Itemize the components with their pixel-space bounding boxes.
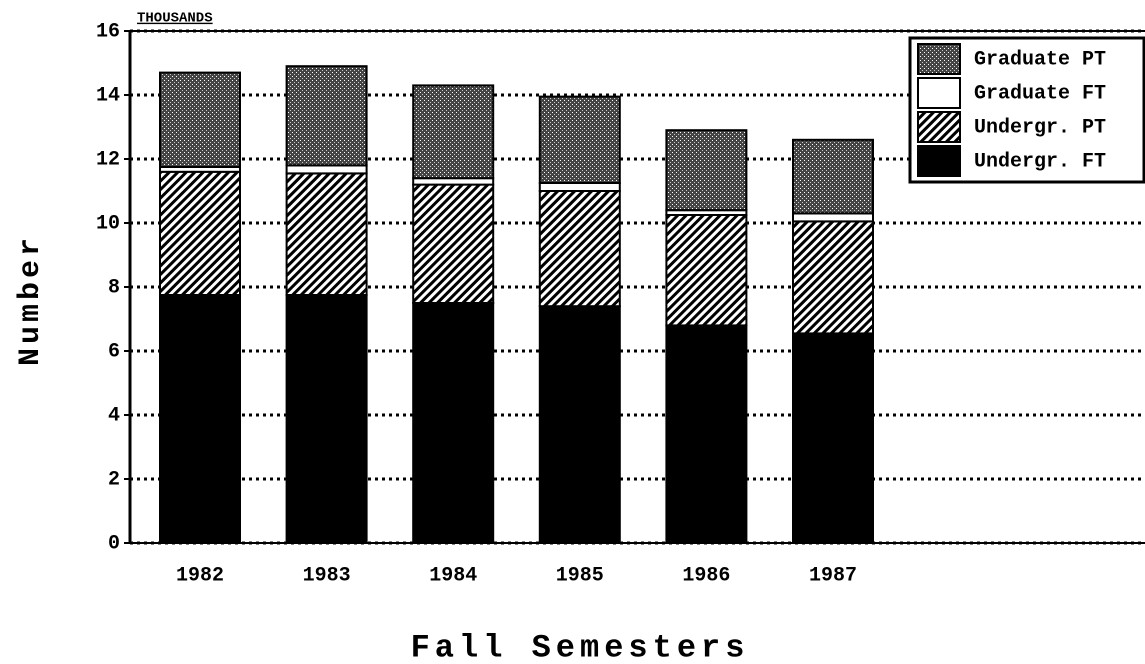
y-axis-label: Number	[14, 234, 48, 366]
y-tick-label: 12	[96, 148, 120, 171]
y-tick-label: 10	[96, 212, 120, 235]
bar-segment	[538, 95, 621, 184]
bar-segment	[285, 294, 368, 544]
legend-swatch	[917, 111, 961, 143]
bar-segment	[665, 129, 748, 212]
x-tick-label: 1985	[556, 564, 604, 587]
bar-segment	[159, 170, 241, 296]
x-tick-label: 1982	[176, 564, 224, 587]
bar-segment	[285, 65, 368, 167]
x-tick-label: 1983	[303, 564, 351, 587]
x-tick-label: 1986	[682, 564, 730, 587]
legend-label: Undergr. PT	[974, 116, 1106, 139]
bar-segment	[538, 182, 621, 192]
y-tick-label: 0	[108, 532, 120, 555]
legend-swatch	[917, 145, 961, 177]
bar-segment	[665, 214, 748, 327]
bar-segment	[538, 190, 621, 308]
bar-segment	[159, 294, 241, 544]
unit-label: THOUSANDS	[137, 11, 213, 27]
bar-segment	[538, 305, 621, 545]
legend-swatch	[917, 77, 961, 109]
y-tick-label: 4	[108, 404, 120, 427]
x-tick-label: 1984	[429, 564, 477, 587]
legend-label: Undergr. FT	[974, 150, 1106, 173]
x-axis-label: Fall Semesters	[411, 629, 750, 664]
bar-segment	[412, 84, 495, 180]
bar-segment	[412, 183, 495, 305]
bar-segment	[665, 324, 748, 544]
legend-label: Graduate FT	[974, 82, 1106, 105]
y-tick-label: 8	[108, 276, 120, 299]
bar-segment	[412, 302, 495, 544]
bar-segment	[285, 172, 368, 296]
legend-label: Graduate PT	[974, 48, 1106, 71]
x-tick-label: 1987	[809, 564, 857, 587]
bar-segment	[159, 71, 241, 168]
y-tick-label: 14	[96, 84, 120, 107]
bar-segment	[792, 212, 874, 223]
legend-swatch	[917, 43, 961, 75]
bar-segment	[285, 164, 368, 175]
bar-segment	[792, 138, 874, 215]
bar-segment	[792, 220, 874, 335]
y-tick-label: 16	[96, 20, 120, 43]
y-tick-label: 6	[108, 340, 120, 363]
y-tick-label: 2	[108, 468, 120, 491]
bar-segment	[792, 332, 874, 544]
